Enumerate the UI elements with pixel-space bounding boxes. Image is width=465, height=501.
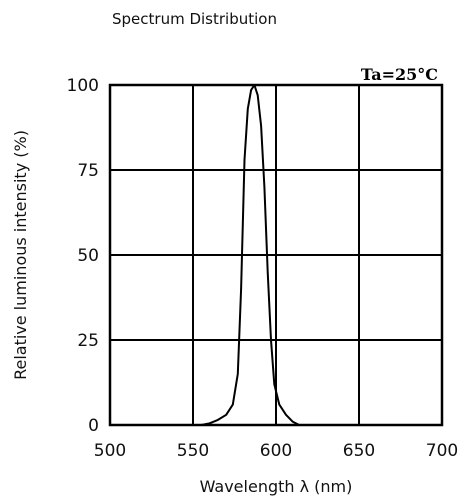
chart-title: Spectrum Distribution <box>112 10 277 28</box>
y-tick-label: 0 <box>88 416 99 436</box>
y-tick-label: 50 <box>77 246 99 266</box>
y-tick-labels: 0 25 50 75 100 <box>67 76 99 436</box>
x-tick-labels: 500 550 600 650 700 <box>94 441 458 461</box>
temperature-annotation: Ta=25°C <box>361 65 438 84</box>
x-tick-label: 550 <box>177 441 209 461</box>
x-tick-label: 650 <box>343 441 375 461</box>
x-tick-label: 600 <box>260 441 292 461</box>
x-tick-label: 500 <box>94 441 126 461</box>
y-tick-label: 75 <box>77 161 99 181</box>
gridlines <box>110 85 442 425</box>
x-axis-label: Wavelength λ (nm) <box>200 477 353 496</box>
plot-frame <box>108 83 444 427</box>
y-tick-label: 100 <box>67 76 99 96</box>
y-axis-label: Relative luminous intensity (%) <box>11 130 30 380</box>
x-tick-label: 700 <box>426 441 458 461</box>
y-tick-label: 25 <box>77 331 99 351</box>
